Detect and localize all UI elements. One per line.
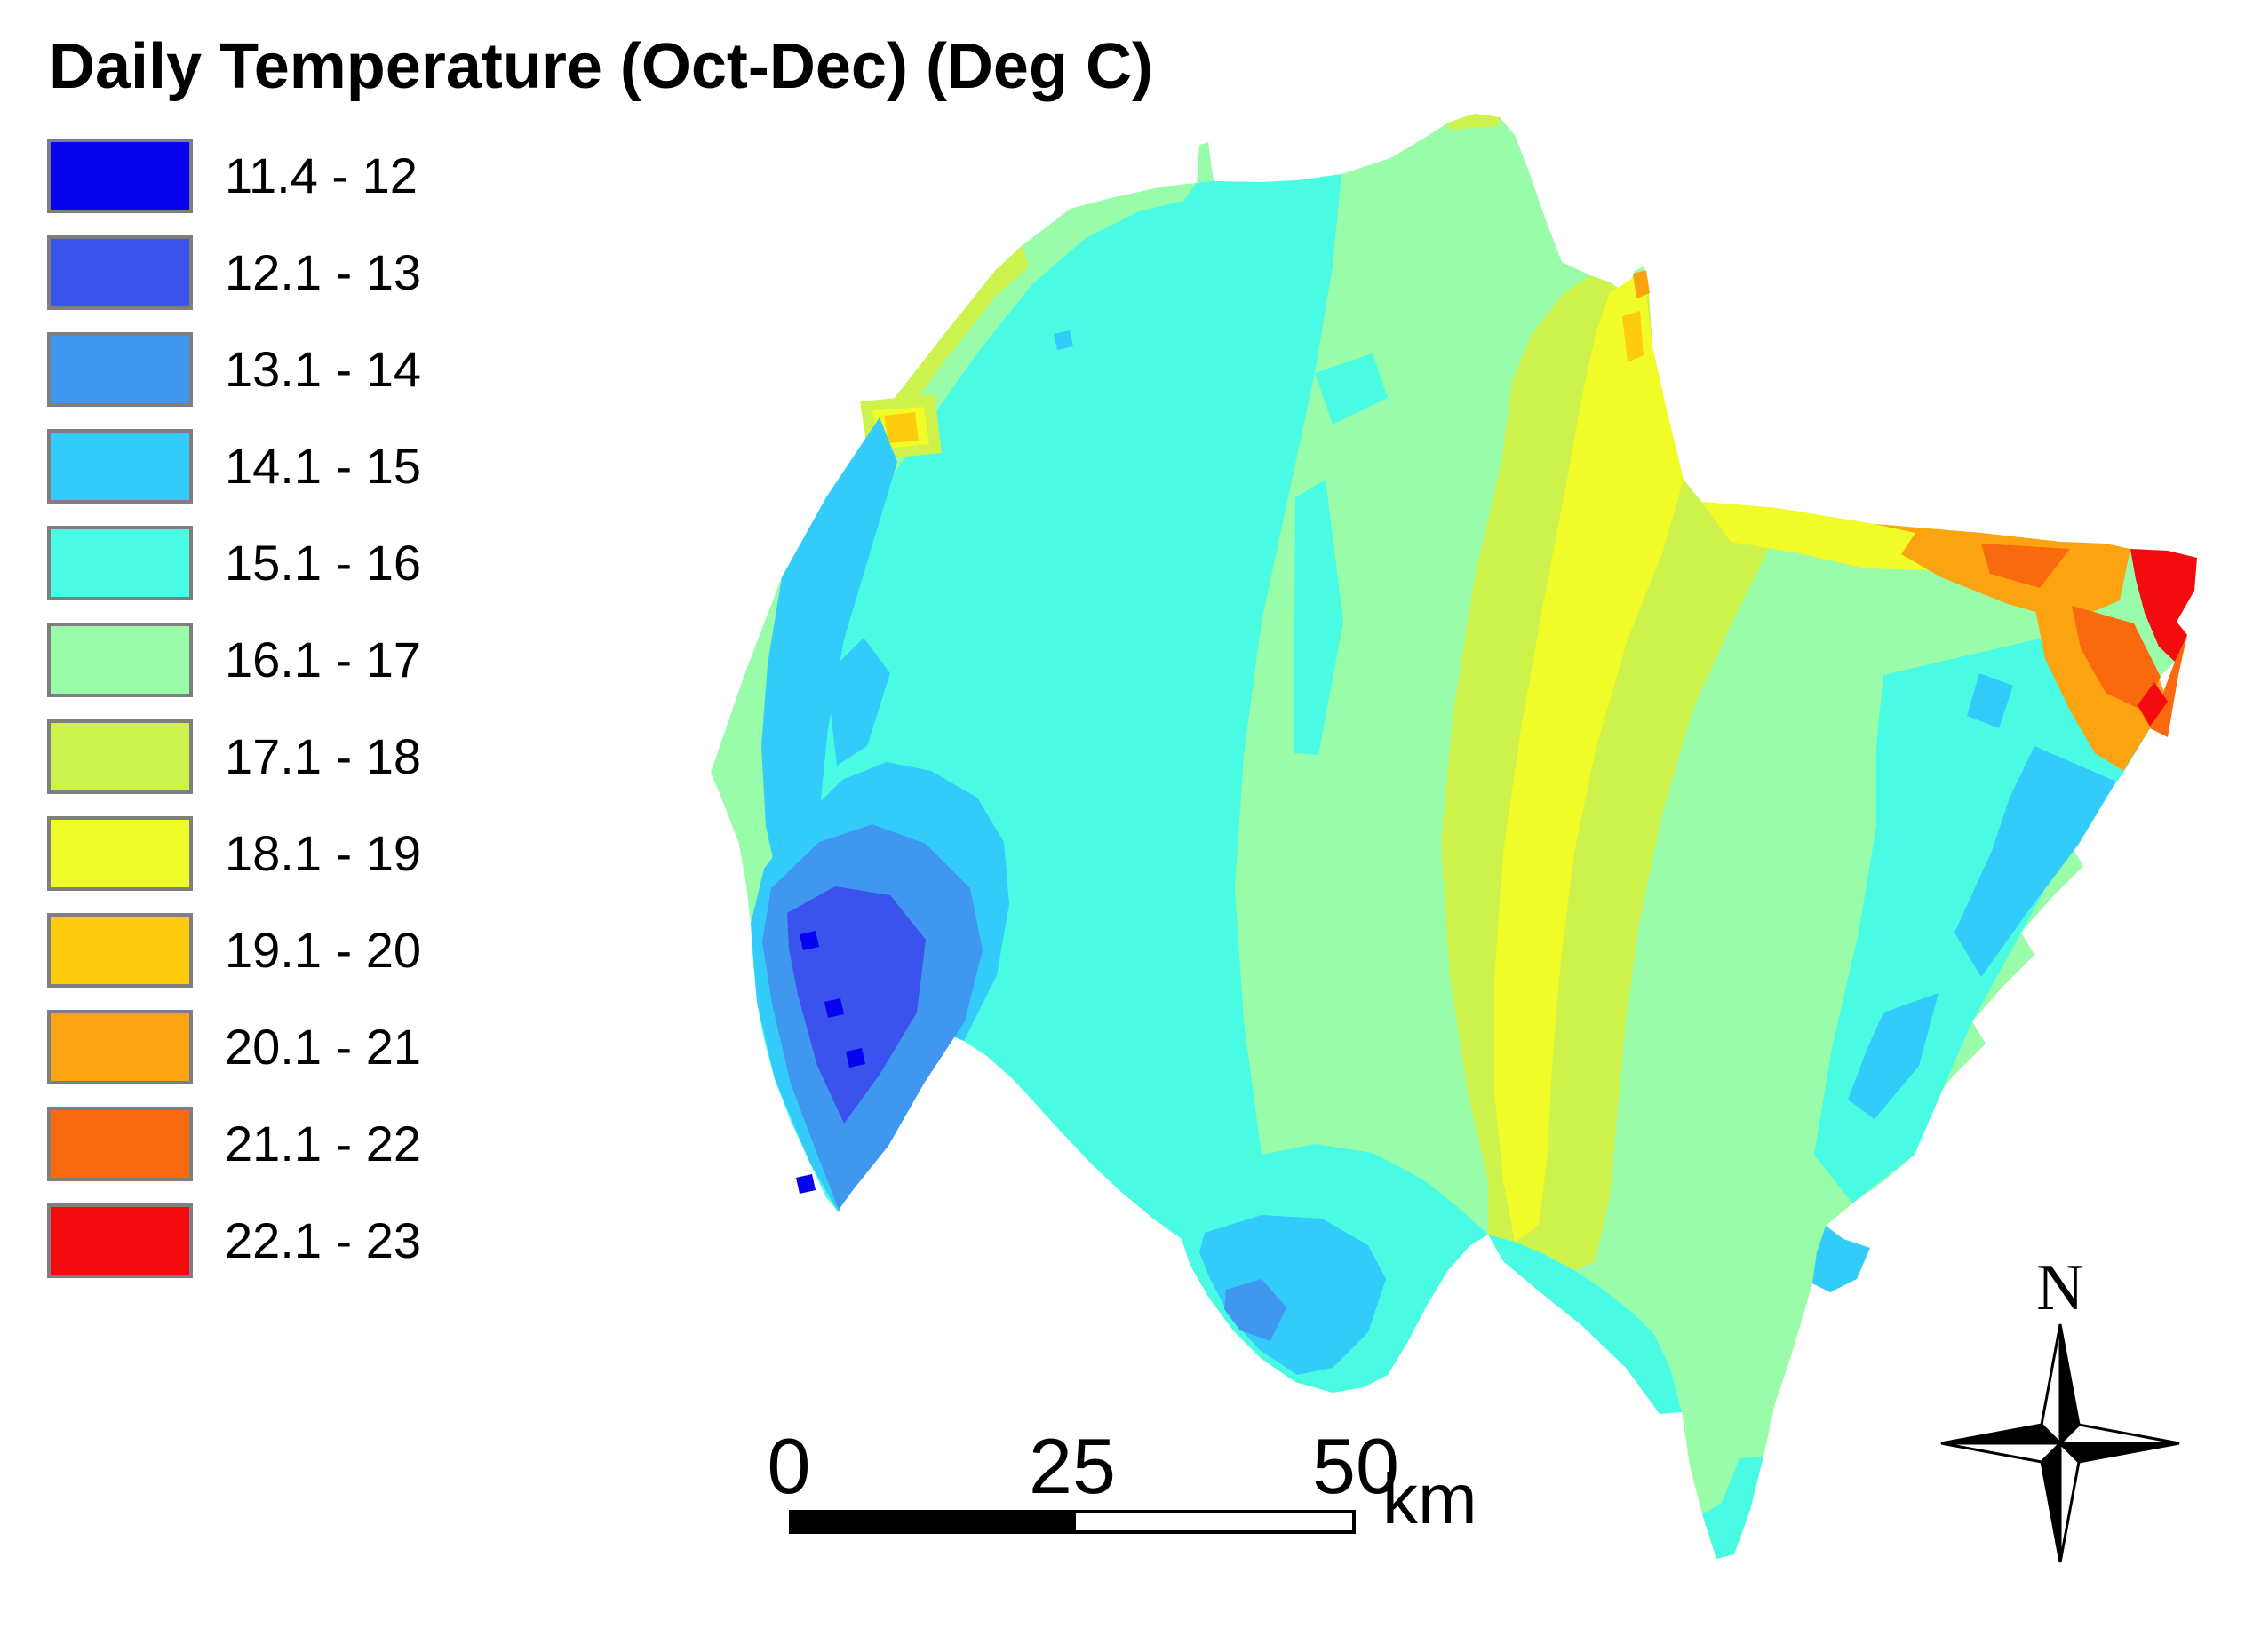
patch-spike-gold [1622, 311, 1644, 362]
scale-tick-label: 25 [1029, 1422, 1116, 1510]
map-region [711, 114, 2197, 1559]
patch-sw-navy-dot-2 [824, 998, 844, 1018]
scale-bar-unit: km [1382, 1459, 1477, 1538]
patch-west-hotspot-gold [884, 412, 919, 443]
legend-label: 12.1 - 13 [225, 244, 422, 300]
patch-ne-red-corner [2130, 549, 2197, 662]
patch-cyan-finger-2 [1294, 480, 1343, 755]
patch-bump-top-fringe [1448, 114, 1500, 130]
patch-tail-cyan-left [1488, 1235, 1682, 1414]
legend-label: 22.1 - 23 [225, 1212, 422, 1268]
scale-bar: 0 25 50 [768, 1422, 1399, 1534]
legend-swatch [47, 526, 193, 600]
patch-west-skyblue-band [761, 417, 897, 899]
legend-swatch [47, 1203, 193, 1278]
north-arrow-icon [1940, 1323, 2180, 1563]
patch-ne-red-jag [2138, 682, 2168, 727]
legend-swatch [47, 913, 193, 988]
patch-west-skyblue-streak [826, 638, 890, 766]
patch-south-lobe-skyblue [1199, 1215, 1386, 1375]
legend-swatch [47, 332, 193, 407]
scale-bar-empty-segment [1072, 1510, 1356, 1534]
patch-ne-orangered-a [1981, 544, 2070, 588]
legend-swatch [47, 816, 193, 891]
legend-label: 21.1 - 22 [225, 1116, 422, 1171]
patch-east-skyblue-b [1848, 993, 1939, 1119]
patch-ne-yellow-band [1701, 502, 1941, 570]
patch-central-yellow-core [1494, 271, 1684, 1242]
legend-swatch [47, 1107, 193, 1181]
patch-nw-yellowgreen-strip [880, 246, 1029, 426]
patch-north-skyblue-dot [1054, 330, 1073, 350]
legend-swatch [47, 429, 193, 504]
patch-sw-navy-dot-1 [800, 931, 819, 950]
patch-south-lobe-royal [1224, 1279, 1286, 1341]
patch-sw-deepblue [787, 886, 926, 1124]
legend-swatch [47, 719, 193, 794]
patch-nub-skyblue [1812, 1226, 1870, 1292]
scale-tick-label: 0 [767, 1422, 811, 1510]
patch-tail-cyan-bottom [1702, 1457, 1763, 1559]
legend-swatch [47, 623, 193, 697]
legend-label: 17.1 - 18 [225, 728, 422, 784]
legend-label: 13.1 - 14 [225, 341, 422, 397]
scale-tick-label: 50 [1312, 1422, 1399, 1510]
patch-spike-orange-tip [1633, 270, 1650, 298]
patch-ne-orangered-b [2072, 606, 2161, 711]
map-title: Daily Temperature (Oct-Dec) (Deg C) [49, 31, 1153, 102]
legend-label: 20.1 - 21 [225, 1019, 422, 1075]
patch-east-skyblue-c [1967, 673, 2013, 728]
patch-sw-navy-dot-3 [846, 1048, 865, 1068]
legend-label: 14.1 - 15 [225, 438, 422, 494]
legend-swatch [47, 1010, 193, 1084]
legend-label: 16.1 - 17 [225, 631, 422, 687]
north-arrow-label: N [2036, 1251, 2084, 1324]
legend-label: 18.1 - 19 [225, 825, 422, 881]
patch-east-skyblue-a [1954, 746, 2116, 977]
patch-sw-navy-dot-4 [796, 1174, 816, 1194]
legend-swatch [47, 235, 193, 310]
legend-label: 15.1 - 16 [225, 535, 422, 591]
legend-label: 19.1 - 20 [225, 922, 422, 978]
legend-swatch [47, 139, 193, 213]
scale-bar-filled-segment [789, 1510, 1072, 1534]
patch-cyan-finger-1 [1315, 353, 1388, 425]
legend-label: 11.4 - 12 [225, 147, 418, 203]
